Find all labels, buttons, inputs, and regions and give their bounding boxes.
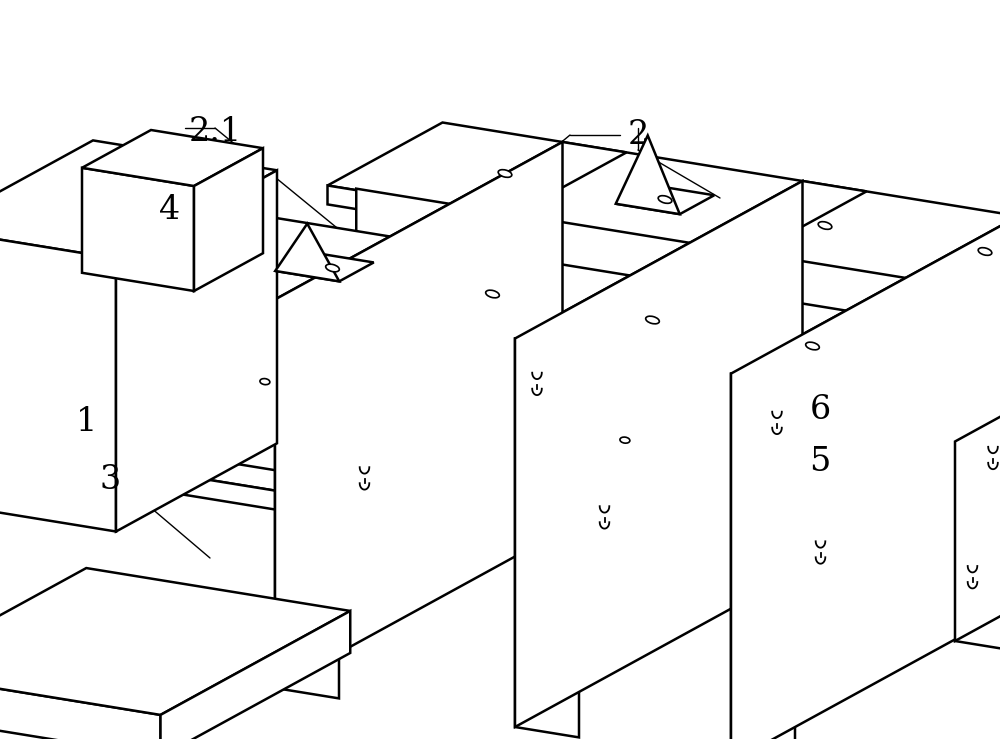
- Polygon shape: [116, 170, 277, 531]
- Polygon shape: [616, 185, 714, 214]
- Polygon shape: [194, 149, 263, 291]
- Ellipse shape: [486, 290, 499, 298]
- Polygon shape: [731, 216, 1000, 384]
- Text: 6: 6: [809, 394, 831, 426]
- Polygon shape: [328, 313, 1000, 507]
- Polygon shape: [160, 611, 350, 739]
- Polygon shape: [0, 672, 160, 739]
- Polygon shape: [328, 185, 1000, 335]
- Polygon shape: [955, 284, 1000, 457]
- Polygon shape: [731, 374, 795, 739]
- Polygon shape: [155, 408, 1000, 601]
- Polygon shape: [275, 252, 374, 282]
- Polygon shape: [155, 217, 1000, 410]
- Polygon shape: [616, 135, 680, 214]
- Ellipse shape: [818, 222, 832, 229]
- Polygon shape: [955, 441, 1000, 656]
- Ellipse shape: [620, 437, 630, 443]
- Polygon shape: [356, 188, 1000, 491]
- Polygon shape: [731, 216, 1000, 739]
- Polygon shape: [155, 471, 955, 620]
- Ellipse shape: [978, 248, 992, 256]
- Polygon shape: [0, 140, 277, 259]
- Ellipse shape: [326, 264, 339, 272]
- Text: 5: 5: [809, 446, 831, 478]
- Polygon shape: [275, 142, 562, 688]
- Ellipse shape: [806, 342, 819, 350]
- Polygon shape: [0, 228, 116, 531]
- Polygon shape: [328, 377, 1000, 525]
- Ellipse shape: [260, 378, 270, 385]
- Polygon shape: [82, 130, 263, 186]
- Text: 2: 2: [627, 119, 649, 151]
- Polygon shape: [0, 568, 350, 715]
- Polygon shape: [955, 347, 1000, 620]
- Polygon shape: [155, 280, 955, 429]
- Polygon shape: [275, 142, 626, 310]
- Ellipse shape: [498, 170, 512, 177]
- Polygon shape: [328, 123, 1000, 316]
- Text: 1: 1: [76, 406, 98, 438]
- Polygon shape: [82, 168, 194, 291]
- Ellipse shape: [658, 196, 672, 203]
- Text: 4: 4: [159, 194, 181, 226]
- Ellipse shape: [646, 316, 659, 324]
- Text: 2.1: 2.1: [188, 116, 242, 148]
- Polygon shape: [184, 283, 984, 585]
- Polygon shape: [515, 338, 579, 738]
- Text: 3: 3: [99, 464, 121, 496]
- Polygon shape: [275, 224, 339, 282]
- Polygon shape: [955, 284, 1000, 641]
- Polygon shape: [515, 181, 866, 349]
- Polygon shape: [515, 181, 802, 727]
- Polygon shape: [275, 299, 339, 698]
